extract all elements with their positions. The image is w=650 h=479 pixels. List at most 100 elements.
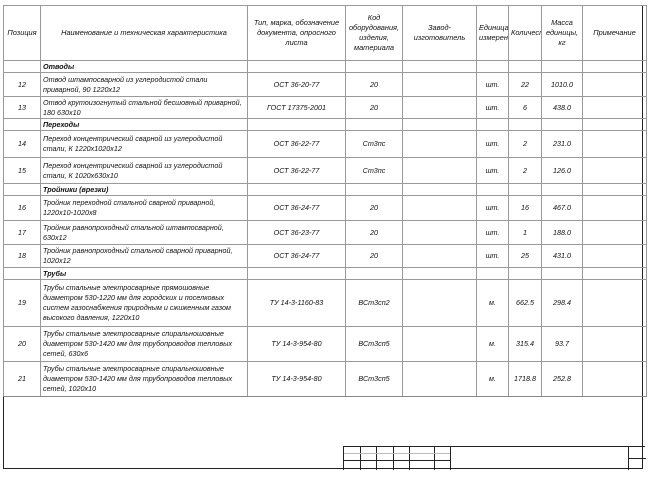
table-row: 18 Тройник равнопроходный стальной сварно… bbox=[3, 244, 647, 268]
cell-unit: шт. bbox=[476, 72, 509, 97]
cell-manufacturer bbox=[402, 130, 477, 158]
empty-cell bbox=[402, 183, 477, 196]
empty-cell bbox=[541, 60, 583, 73]
table-row: 13 Отвод крутоизогнутый стальной бесшовны… bbox=[3, 96, 647, 119]
cell-note bbox=[582, 157, 647, 184]
section-title: Переходы bbox=[40, 118, 248, 131]
cell-mass: 438.0 bbox=[541, 96, 583, 119]
cell-qty: 6 bbox=[508, 96, 542, 119]
header-type: Тип, марка, обозначение документа, опрос… bbox=[247, 5, 346, 61]
empty-cell bbox=[402, 118, 477, 131]
empty-cell bbox=[582, 267, 647, 280]
title-block bbox=[343, 446, 646, 470]
cell-code: Ст3пс bbox=[345, 157, 403, 184]
cell-manufacturer bbox=[402, 195, 477, 221]
cell-type: ТУ 14-3-954-80 bbox=[247, 326, 346, 362]
cell-manufacturer bbox=[402, 244, 477, 268]
empty-cell bbox=[541, 118, 583, 131]
cell-unit: шт. bbox=[476, 220, 509, 245]
cell-manufacturer bbox=[402, 157, 477, 184]
cell-note bbox=[582, 72, 647, 97]
cell-name: Трубы стальные электросварные прямошовны… bbox=[40, 279, 248, 327]
cell-manufacturer bbox=[402, 326, 477, 362]
cell-name: Тройник равнопроходный стальной сварной … bbox=[40, 244, 248, 268]
cell-mass: 252.8 bbox=[541, 361, 583, 397]
empty-cell bbox=[508, 60, 542, 73]
cell-type: ОСТ 36-22-77 bbox=[247, 130, 346, 158]
cell-pos: 16 bbox=[3, 195, 41, 221]
empty-cell bbox=[247, 183, 346, 196]
cell-unit: шт. bbox=[476, 130, 509, 158]
header-mass: Масса единицы, кг bbox=[541, 5, 583, 61]
cell-manufacturer bbox=[402, 220, 477, 245]
empty-cell bbox=[402, 267, 477, 280]
header-row: Позиция Наименование и техническая харак… bbox=[3, 5, 647, 61]
header-unit: Единица измерения bbox=[476, 5, 509, 61]
header-manufacturer: Завод-изготовитель bbox=[402, 5, 477, 61]
empty-cell bbox=[345, 60, 403, 73]
cell-mass: 467.0 bbox=[541, 195, 583, 221]
cell-mass: 298.4 bbox=[541, 279, 583, 327]
cell-qty: 16 bbox=[508, 195, 542, 221]
cell-type: ГОСТ 17375-2001 bbox=[247, 96, 346, 119]
cell-code: 20 bbox=[345, 220, 403, 245]
table-row: 15 Переход концентрический сварной из угл… bbox=[3, 157, 647, 184]
empty-cell bbox=[582, 118, 647, 131]
cell-type: ОСТ 36-20-77 bbox=[247, 72, 346, 97]
empty-cell bbox=[3, 183, 41, 196]
empty-cell bbox=[345, 183, 403, 196]
cell-name: Трубы стальные электросварные спиральнош… bbox=[40, 326, 248, 362]
cell-name: Тройник переходной стальной сварной прив… bbox=[40, 195, 248, 221]
empty-cell bbox=[508, 183, 542, 196]
section-row: Трубы bbox=[3, 267, 647, 280]
cell-name: Переход концентрический сварной из углер… bbox=[40, 130, 248, 158]
cell-qty: 1718.8 bbox=[508, 361, 542, 397]
empty-cell bbox=[247, 118, 346, 131]
empty-cell bbox=[541, 267, 583, 280]
empty-cell bbox=[582, 60, 647, 73]
cell-code: 20 bbox=[345, 96, 403, 119]
cell-mass: 231.0 bbox=[541, 130, 583, 158]
specification-table: Позиция Наименование и техническая харак… bbox=[3, 5, 647, 397]
cell-qty: 662.5 bbox=[508, 279, 542, 327]
cell-qty: 22 bbox=[508, 72, 542, 97]
table-row: 20 Трубы стальные электросварные спиральн… bbox=[3, 326, 647, 362]
cell-pos: 18 bbox=[3, 244, 41, 268]
table-row: 16 Тройник переходной стальной сварной пр… bbox=[3, 195, 647, 221]
section-row: Тройники (врезки) bbox=[3, 183, 647, 196]
section-row: Отводы bbox=[3, 60, 647, 73]
empty-cell bbox=[247, 60, 346, 73]
cell-pos: 15 bbox=[3, 157, 41, 184]
table-row: 19 Трубы стальные электросварные прямошов… bbox=[3, 279, 647, 327]
header-name: Наименование и техническая характеристик… bbox=[40, 5, 248, 61]
table-row: 17 Тройник равнопроходный стальной штампо… bbox=[3, 220, 647, 245]
cell-note bbox=[582, 244, 647, 268]
cell-type: ТУ 14-3-1160-83 bbox=[247, 279, 346, 327]
cell-unit: шт. bbox=[476, 244, 509, 268]
cell-unit: м. bbox=[476, 279, 509, 327]
empty-cell bbox=[508, 118, 542, 131]
empty-cell bbox=[3, 118, 41, 131]
header-position: Позиция bbox=[3, 5, 41, 61]
cell-qty: 315.4 bbox=[508, 326, 542, 362]
cell-type: ОСТ 36-22-77 bbox=[247, 157, 346, 184]
empty-cell bbox=[476, 267, 509, 280]
empty-cell bbox=[582, 183, 647, 196]
empty-cell bbox=[3, 60, 41, 73]
cell-type: ОСТ 36-23-77 bbox=[247, 220, 346, 245]
header-note: Примечание bbox=[582, 5, 647, 61]
cell-note bbox=[582, 361, 647, 397]
section-title: Тройники (врезки) bbox=[40, 183, 248, 196]
cell-code: 20 bbox=[345, 244, 403, 268]
cell-code: 20 bbox=[345, 72, 403, 97]
cell-code: ВСт3сп5 bbox=[345, 361, 403, 397]
cell-unit: шт. bbox=[476, 157, 509, 184]
empty-cell bbox=[345, 267, 403, 280]
empty-cell bbox=[476, 118, 509, 131]
cell-code: 20 bbox=[345, 195, 403, 221]
cell-note bbox=[582, 195, 647, 221]
cell-qty: 2 bbox=[508, 157, 542, 184]
cell-pos: 20 bbox=[3, 326, 41, 362]
cell-note bbox=[582, 326, 647, 362]
cell-note bbox=[582, 96, 647, 119]
